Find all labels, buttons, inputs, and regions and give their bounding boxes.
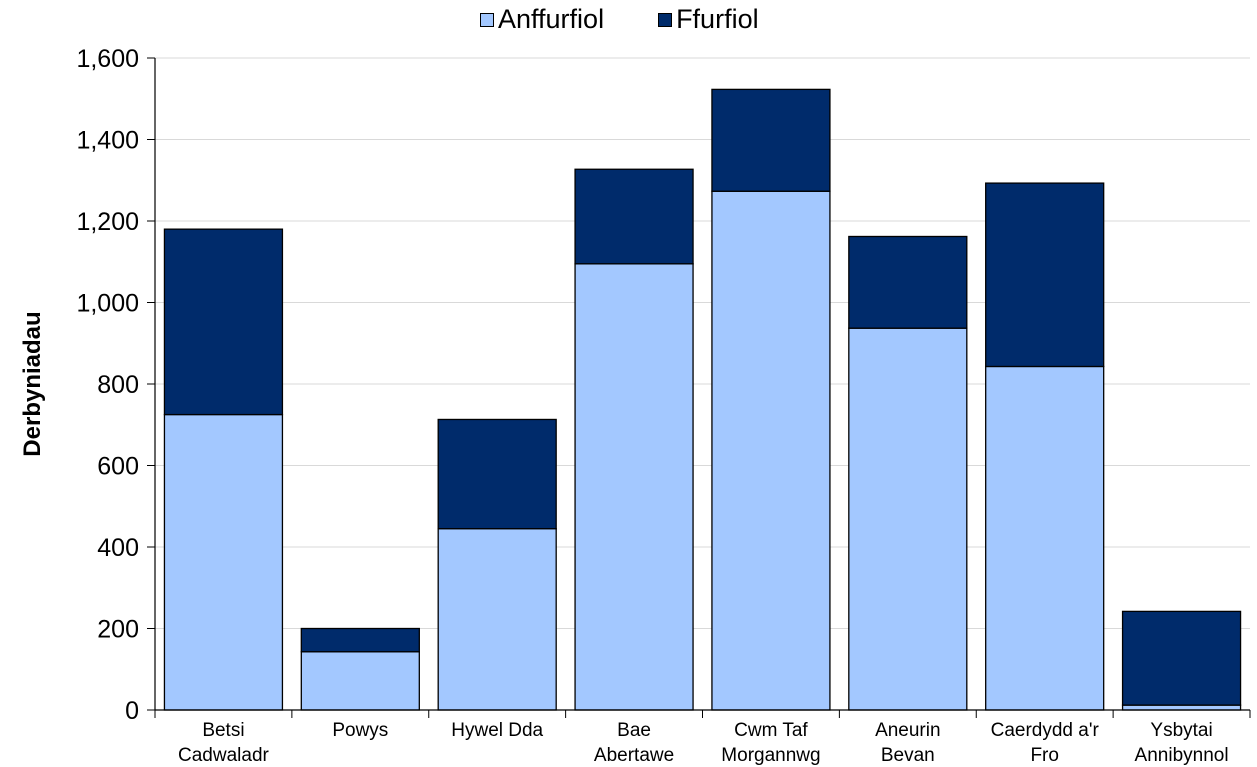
x-tick-label: Bae — [617, 720, 651, 741]
bar-anffurfiol — [300, 651, 420, 711]
legend-item-anffurfiol: Anffurfiol — [480, 4, 604, 35]
y-tick-label: 1,000 — [76, 290, 139, 318]
x-tick-label: Hywel Dda — [451, 720, 543, 741]
y-tick-label: 200 — [97, 616, 139, 644]
bar-anffurfiol — [574, 263, 694, 711]
x-tick-label: Betsi — [202, 720, 244, 741]
x-tick-label: Abertawe — [594, 745, 674, 766]
bar-anffurfiol — [848, 327, 968, 711]
legend-label-anffurfiol: Anffurfiol — [498, 4, 605, 34]
bar-ffurfiol — [1121, 610, 1242, 706]
x-tick-label: Fro — [1030, 745, 1059, 766]
x-tick-label: Cwm Taf — [734, 720, 808, 741]
y-tick-label: 600 — [97, 453, 139, 481]
legend-swatch-anffurfiol — [480, 12, 494, 27]
bar-anffurfiol — [163, 413, 284, 711]
y-tick-label: 400 — [97, 534, 139, 562]
legend-swatch-ffurfiol — [658, 12, 673, 27]
y-axis-title: Derbyniadau — [19, 311, 46, 456]
x-tick-label: Morgannwg — [721, 745, 820, 766]
legend-label-ffurfiol: Ffurfiol — [676, 4, 759, 34]
bar-ffurfiol — [437, 418, 557, 530]
x-tick-label: Powys — [332, 720, 388, 741]
y-tick-label: 1,600 — [76, 45, 139, 73]
bar-ffurfiol — [574, 168, 694, 265]
bar-anffurfiol — [1121, 704, 1242, 711]
bar-ffurfiol — [163, 228, 284, 416]
bars — [163, 88, 1242, 711]
x-tick-label: Aneurin — [875, 720, 941, 741]
y-tick-label: 1,400 — [76, 127, 139, 155]
bar-anffurfiol — [985, 365, 1105, 711]
x-tick-label: Bevan — [881, 745, 935, 766]
bar-ffurfiol — [848, 235, 968, 329]
x-tick-label: Cadwaladr — [178, 745, 269, 766]
bar-anffurfiol — [711, 190, 831, 711]
bar-ffurfiol — [300, 627, 420, 653]
bar-ffurfiol — [711, 88, 831, 192]
bar-ffurfiol — [985, 182, 1105, 368]
axes: 0 200 400 600 800 1,000 1,200 1,400 1,600 Betsi Ca… — [76, 45, 1251, 766]
x-tick-label: Annibynnol — [1135, 745, 1229, 766]
x-tick-label: Caerdydd a'r — [991, 720, 1100, 741]
legend-item-ffurfiol: Ffurfiol — [658, 4, 759, 35]
bar-anffurfiol — [437, 528, 557, 711]
y-tick-label: 1,200 — [76, 208, 139, 236]
chart-legend: Anffurfiol Ffurfiol — [480, 4, 813, 35]
y-tick-label: 800 — [97, 371, 139, 399]
x-tick-label: Ysbytai — [1150, 720, 1212, 741]
y-tick-label: 0 — [125, 697, 139, 725]
